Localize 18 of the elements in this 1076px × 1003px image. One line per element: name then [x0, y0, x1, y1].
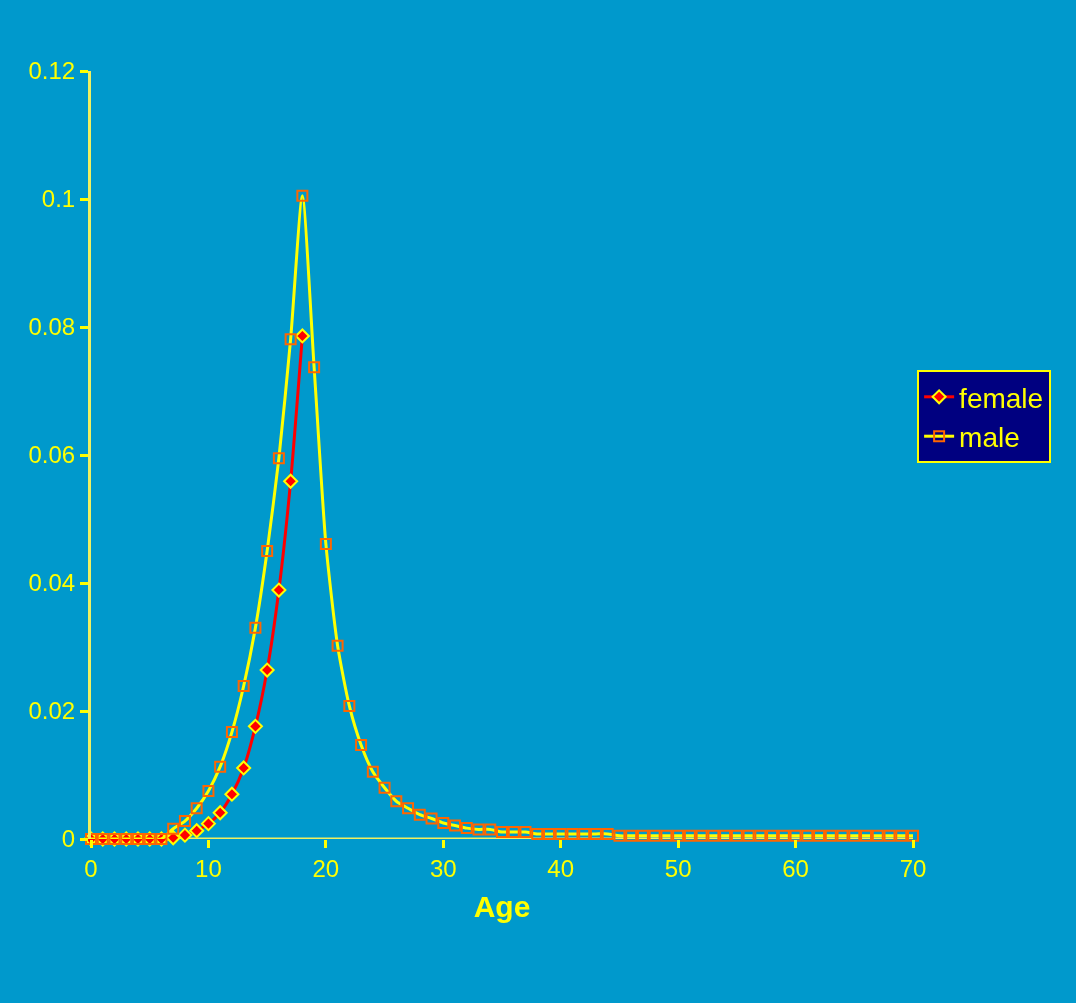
y-tick-label: 0.06 [28, 441, 76, 469]
y-tick-label: 0.08 [28, 313, 76, 341]
x-tick-label: 30 [429, 854, 457, 882]
x-tick-label: 10 [195, 854, 222, 882]
x-tick-label: 0 [84, 854, 98, 882]
y-tick-label: 0.12 [28, 57, 76, 85]
y-tick-label: 0.1 [41, 185, 76, 213]
x-tick-label: 60 [782, 854, 809, 882]
x-tick-label: 50 [664, 854, 692, 882]
x-tick-label: 40 [547, 854, 575, 882]
y-tick-label: 0.02 [28, 697, 76, 725]
legend-label: male [959, 422, 1020, 454]
x-tick-label: 70 [899, 854, 927, 882]
y-tick-label: 0 [61, 825, 76, 853]
y-tick-label: 0.04 [28, 569, 76, 597]
x-tick-label: 20 [312, 854, 340, 882]
legend-label: female [959, 382, 1044, 414]
x-axis-title: Age [473, 890, 531, 924]
